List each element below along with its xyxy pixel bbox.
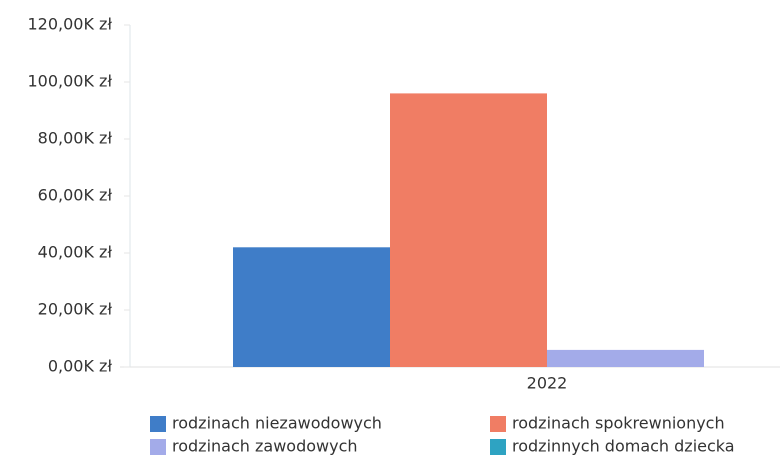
legend-label: rodzinach spokrewnionych [512, 414, 725, 433]
x-tick-label: 2022 [527, 374, 568, 393]
y-tick-label: 100,00K zł [27, 72, 112, 91]
bar [390, 93, 547, 368]
y-tick-label: 0,00K zł [48, 357, 113, 376]
y-tick-label: 60,00K zł [38, 186, 113, 205]
legend-swatch [150, 439, 166, 455]
legend-label: rodzinach niezawodowych [172, 414, 382, 433]
y-tick-label: 40,00K zł [38, 243, 113, 262]
legend-swatch [490, 416, 506, 432]
y-tick-label: 120,00K zł [27, 15, 112, 34]
legend-swatch [490, 439, 506, 455]
legend-label: rodzinach zawodowych [172, 437, 358, 456]
bar [547, 349, 704, 367]
plot-area [233, 93, 704, 368]
legend-swatch [150, 416, 166, 432]
legend-label: rodzinnych domach dziecka [512, 437, 735, 456]
bar [233, 247, 390, 367]
y-tick-label: 20,00K zł [38, 300, 113, 319]
y-tick-label: 80,00K zł [38, 129, 113, 148]
